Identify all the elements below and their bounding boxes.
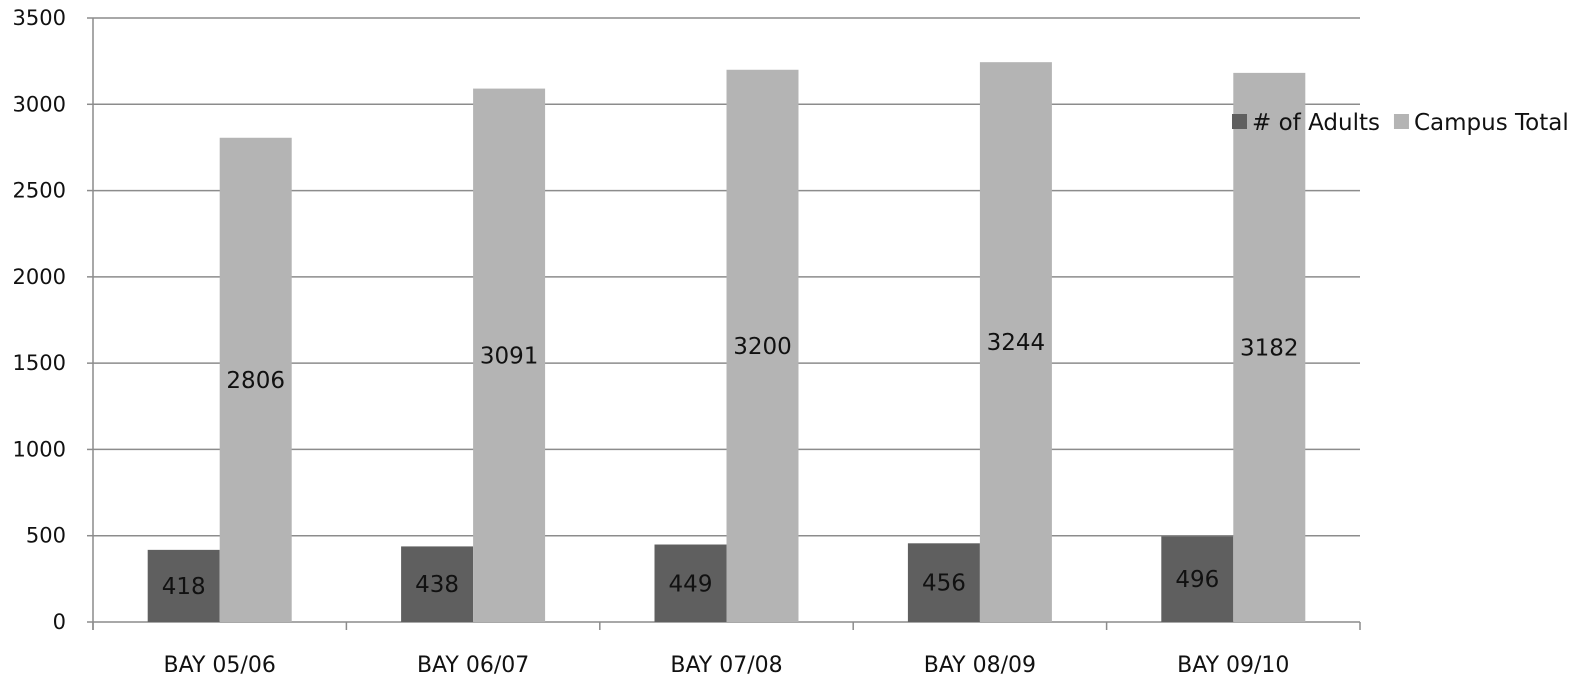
- y-tick-label: 3000: [13, 92, 66, 116]
- legend-swatch: [1393, 114, 1409, 129]
- legend-label: Campus Total: [1414, 110, 1569, 136]
- y-tick-label: 1000: [13, 437, 66, 461]
- x-tick-label: BAY 05/06: [164, 653, 276, 678]
- y-tick-label: 0: [53, 610, 66, 634]
- y-tick-label: 2000: [13, 265, 66, 289]
- bar: [147, 549, 220, 622]
- x-tick-label: BAY 07/08: [670, 653, 782, 678]
- bars: [147, 62, 1306, 623]
- data-label: 3200: [733, 334, 792, 360]
- data-label: 449: [669, 571, 713, 597]
- y-tick-label: 500: [26, 524, 66, 548]
- bar: [219, 137, 292, 622]
- x-tick-label: BAY 08/09: [924, 653, 1036, 678]
- legend-swatch: [1232, 114, 1247, 129]
- bar: [654, 544, 727, 622]
- legend-label: # of Adults: [1252, 110, 1380, 136]
- y-tick-label: 3500: [13, 6, 66, 30]
- y-tick-label: 1500: [13, 351, 66, 375]
- x-axis: BAY 05/06 BAY 06/07 BAY 07/08 BAY 08/09 BAY …: [92, 621, 1361, 678]
- bar: [473, 88, 546, 622]
- x-tick-label: BAY 06/07: [417, 653, 529, 678]
- y-tick-label: 2500: [13, 179, 66, 203]
- data-label: 3091: [480, 343, 539, 369]
- data-label: 456: [922, 571, 966, 597]
- data-label: 2806: [226, 368, 285, 394]
- y-axis: 0 500 1000 1500 2000 2500 3000 3500: [13, 6, 94, 634]
- data-label: 438: [415, 572, 459, 598]
- bar: [907, 543, 980, 622]
- data-label: 3244: [987, 330, 1046, 356]
- bar: [726, 69, 799, 623]
- bar: [1161, 536, 1234, 622]
- bar: [1233, 72, 1306, 623]
- data-label: 496: [1175, 567, 1219, 593]
- data-label: 3182: [1240, 335, 1299, 361]
- data-labels: 418 2806 438 3091 449 3200 456 3244 496 3182: [162, 330, 1299, 600]
- x-tick-label: BAY 09/10: [1177, 653, 1289, 678]
- bar: [979, 62, 1052, 623]
- bar: [401, 546, 474, 622]
- legend: # of Adults Campus Total: [1232, 110, 1569, 136]
- data-label: 418: [162, 574, 206, 600]
